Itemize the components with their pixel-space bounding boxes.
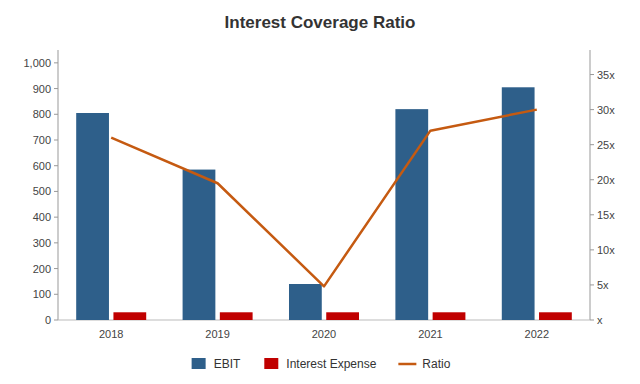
bar <box>433 312 466 320</box>
ratio-line <box>111 110 537 287</box>
bar <box>326 312 359 320</box>
legend-swatch <box>192 358 206 369</box>
y-tick <box>54 88 58 89</box>
y2-tick <box>590 179 594 180</box>
y2-tick <box>590 214 594 215</box>
y-tick-label: 1,000 <box>23 57 51 69</box>
y-tick <box>54 62 58 63</box>
legend-swatch <box>264 358 278 369</box>
y-tick <box>54 140 58 141</box>
legend-label: EBIT <box>214 357 241 371</box>
y-axis-line <box>58 50 59 320</box>
y2-tick <box>590 284 594 285</box>
title: Interest Coverage Ratio <box>225 13 416 32</box>
y-tick-label: 900 <box>33 83 51 95</box>
bar <box>76 113 109 320</box>
y-tick-label: 700 <box>33 134 51 146</box>
y2-tick-label: 35x <box>597 69 615 81</box>
x-tick-label: 2020 <box>312 328 336 340</box>
x-tick-label: 2018 <box>99 328 123 340</box>
y2-tick-label: 20x <box>597 174 615 186</box>
bar <box>289 284 322 320</box>
legend-label: Interest Expense <box>286 357 376 371</box>
y-tick-label: 0 <box>45 314 51 326</box>
y-tick-label: 800 <box>33 108 51 120</box>
y-tick <box>54 294 58 295</box>
y2-tick <box>590 109 594 110</box>
x-tick-label: 2021 <box>418 328 442 340</box>
y-tick-label: 500 <box>33 185 51 197</box>
y2-tick <box>590 320 594 321</box>
x-tick-label: 2019 <box>205 328 229 340</box>
y-tick-label: 400 <box>33 211 51 223</box>
bar <box>502 87 535 320</box>
y-tick <box>54 191 58 192</box>
y2-tick-label: 10x <box>597 244 615 256</box>
axes: 0 100 200 300 400 500 600 700 800 900 1,000 x 5x 10x 1… <box>23 50 615 340</box>
y-tick <box>54 320 58 321</box>
y2-tick-label: 15x <box>597 209 615 221</box>
y2-tick-label: x <box>597 314 603 326</box>
y2-tick <box>590 144 594 145</box>
y-tick <box>54 114 58 115</box>
y2-tick-label: 5x <box>597 279 609 291</box>
bar <box>183 170 216 320</box>
marks <box>76 87 572 320</box>
y-tick-label: 300 <box>33 237 51 249</box>
y-tick-label: 600 <box>33 160 51 172</box>
y-tick <box>54 268 58 269</box>
y-tick <box>54 165 58 166</box>
y2-tick-label: 30x <box>597 104 615 116</box>
bar <box>113 312 146 320</box>
y-tick-label: 200 <box>33 263 51 275</box>
y-tick-label: 100 <box>33 288 51 300</box>
y2-tick-label: 25x <box>597 139 615 151</box>
legend-swatch <box>398 363 416 366</box>
y-tick <box>54 242 58 243</box>
bar <box>539 312 572 320</box>
chart: Interest Coverage Ratio 0 100 200 300 400 500 6… <box>0 0 640 384</box>
bar <box>220 312 253 320</box>
y2-tick <box>590 249 594 250</box>
legend: EBIT Interest Expense Ratio <box>192 357 451 371</box>
y2-tick <box>590 74 594 75</box>
legend-label: Ratio <box>422 357 450 371</box>
y-tick <box>54 217 58 218</box>
y2-axis-line <box>590 50 591 320</box>
x-tick-label: 2022 <box>525 328 549 340</box>
